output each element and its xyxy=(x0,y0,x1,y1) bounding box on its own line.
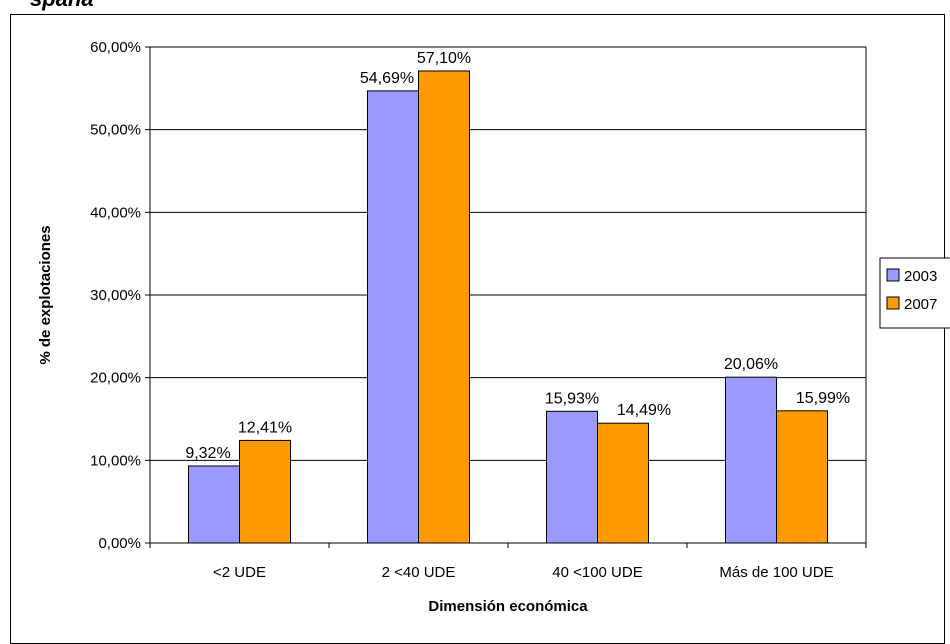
data-label: 15,99% xyxy=(796,390,850,407)
data-label: 57,10% xyxy=(417,50,471,67)
bar-2007 xyxy=(776,410,828,544)
x-tick-label: 40 <100 UDE xyxy=(552,564,642,581)
data-label: 12,41% xyxy=(238,419,292,436)
bar-2003 xyxy=(546,410,598,544)
data-label: 54,69% xyxy=(360,70,414,87)
legend-label-2003: 2003 xyxy=(904,268,937,285)
bar-2007 xyxy=(418,70,470,544)
x-tick-label: 2 <40 UDE xyxy=(382,564,456,581)
x-tick-label: <2 UDE xyxy=(213,564,266,581)
y-tick-label: 50,00% xyxy=(90,122,141,139)
legend-swatch-2007 xyxy=(886,296,900,310)
legend-label-2007: 2007 xyxy=(904,296,937,313)
y-tick-label: 30,00% xyxy=(90,287,141,304)
bar-2003 xyxy=(367,90,419,544)
bar-2003 xyxy=(725,376,777,544)
y-axis-title: % de explotaciones xyxy=(37,225,54,364)
y-tick-label: 40,00% xyxy=(90,204,141,221)
legend: 2003 2007 xyxy=(879,257,950,329)
legend-swatch-2003 xyxy=(886,268,900,282)
y-tick-label: 60,00% xyxy=(90,39,141,56)
bar-2007 xyxy=(597,422,649,544)
bar-2007 xyxy=(239,439,291,544)
x-tick-label: Más de 100 UDE xyxy=(719,564,833,581)
data-label: 14,49% xyxy=(617,402,671,419)
bars xyxy=(188,70,828,544)
data-label: 20,06% xyxy=(724,356,778,373)
y-tick-label: 10,00% xyxy=(90,452,141,469)
data-labels: 9,32% 12,41% 54,69%57,10% 15,93% 14,49% 20,06… xyxy=(185,50,850,462)
y-axis: 0,00% 10,00% 20,00% 30,00% 40,00% 50,00% 60,00… xyxy=(90,39,151,552)
y-tick-label: 0,00% xyxy=(98,535,141,552)
bar-2003 xyxy=(188,465,240,544)
x-axis-title: Dimensión económica xyxy=(428,598,588,615)
data-label: 15,93% xyxy=(545,390,599,407)
x-axis: <2 UDE 2 <40 UDE 40 <100 UDE Más de 100 UDE xyxy=(149,542,867,581)
data-label: 9,32% xyxy=(185,445,230,462)
page-title-fragment: spaña xyxy=(30,0,94,12)
y-tick-label: 20,00% xyxy=(90,370,141,387)
